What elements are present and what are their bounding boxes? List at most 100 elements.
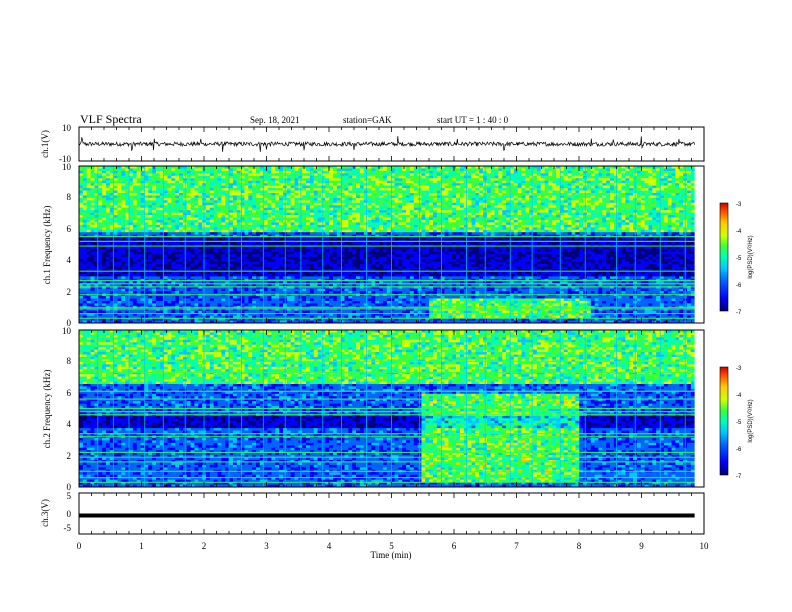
- spectrogram-cell: [356, 229, 361, 233]
- spectrogram-cell: [325, 200, 330, 204]
- spectrogram-cell: [148, 229, 153, 233]
- spectrogram-cell: [452, 188, 457, 191]
- spectrogram-cell: [375, 229, 380, 233]
- spectrogram-cell: [475, 232, 480, 236]
- spectrogram-cell: [540, 183, 545, 187]
- spectrogram-cell: [690, 219, 696, 223]
- spectrogram-cell: [579, 168, 584, 172]
- spectrogram-cell: [271, 229, 276, 233]
- spectrogram-cell: [252, 168, 257, 172]
- spectrogram-cell: [648, 227, 653, 231]
- spectrogram-cell: [459, 217, 465, 221]
- spectrogram-cell: [671, 207, 676, 211]
- spectrogram-cell: [571, 183, 576, 187]
- spectrogram-cell: [640, 200, 646, 204]
- spectrogram-cell: [90, 217, 95, 221]
- spectrogram-cell: [606, 170, 611, 174]
- spectrogram-cell: [229, 190, 234, 194]
- spectrogram-cell: [309, 178, 315, 182]
- spectrogram-cell: [540, 180, 545, 184]
- spectrogram-cell: [371, 215, 376, 218]
- spectrogram-cell: [667, 210, 672, 214]
- spectrogram-cell: [98, 192, 103, 196]
- spectrogram-cell: [171, 192, 176, 196]
- spectrogram-cell: [536, 232, 542, 236]
- spectrogram-cell: [598, 210, 603, 214]
- spectrogram-cell: [486, 178, 492, 182]
- spectrogram-cell: [332, 200, 338, 204]
- spectrogram-cell: [606, 175, 611, 179]
- spectrogram-cell: [90, 237, 95, 240]
- spectrogram-cell: [175, 227, 180, 231]
- spectrogram-cell: [452, 205, 457, 209]
- spectrogram-cell: [175, 210, 180, 214]
- spectrogram-cell: [459, 205, 465, 209]
- spectrogram-cell: [213, 180, 218, 184]
- spectrogram-cell: [490, 175, 495, 179]
- spectrogram-cell: [609, 197, 615, 201]
- spectrogram-cell: [452, 173, 457, 177]
- spectrogram-cell: [529, 217, 534, 221]
- spectrogram-cell: [663, 192, 669, 196]
- spectrogram-cell: [390, 222, 395, 226]
- spectrogram-cell: [521, 205, 526, 209]
- spectrogram-cell: [440, 190, 445, 194]
- spectrogram-cell: [163, 173, 168, 177]
- spectrogram-cell: [109, 185, 115, 189]
- spectrogram-cell: [667, 190, 672, 194]
- spectrogram-cell: [294, 205, 299, 209]
- spectrogram-cell: [432, 175, 438, 179]
- spectrogram-cell: [609, 222, 615, 226]
- spectrogram-cell: [236, 188, 241, 191]
- spectrogram-cell: [209, 205, 215, 209]
- spectrogram-cell: [406, 166, 411, 169]
- spectrogram-cell: [302, 168, 307, 172]
- spectrogram-cell: [432, 224, 438, 228]
- spectrogram-cell: [452, 192, 457, 196]
- spectrogram-cell: [394, 212, 399, 216]
- spectrogram-cell: [90, 188, 95, 191]
- spectrogram-cell: [571, 197, 576, 201]
- spectrogram-cell: [575, 212, 580, 216]
- spectrogram-cell: [629, 168, 634, 172]
- spectrogram-cell: [356, 237, 361, 240]
- spectrogram-cell: [198, 197, 203, 201]
- spectrogram-cell: [686, 212, 692, 216]
- spectrogram-cell: [544, 217, 549, 221]
- spectrogram-cell: [290, 200, 295, 204]
- spectrogram-cell: [517, 210, 522, 214]
- spectrogram-cell: [621, 195, 626, 199]
- spectrogram-cell: [329, 202, 334, 206]
- spectrogram-cell: [332, 237, 338, 240]
- spectrogram-cell: [344, 168, 349, 172]
- spectrogram-cell: [375, 178, 380, 182]
- spectrogram-cell: [375, 217, 380, 221]
- spectrogram-cell: [167, 219, 172, 223]
- spectrogram-cell: [440, 178, 445, 182]
- spectrogram-cell: [648, 207, 653, 211]
- spectrogram-cell: [367, 227, 372, 231]
- spectrogram-cell: [575, 175, 580, 179]
- spectrogram-cell: [171, 195, 176, 199]
- spectrogram-cell: [113, 185, 118, 189]
- spectrogram-cell: [294, 212, 299, 216]
- spectrogram-cell: [232, 202, 238, 206]
- spectrogram-cell: [502, 183, 507, 187]
- spectrogram-cell: [375, 207, 380, 211]
- spectrogram-cell: [456, 192, 461, 196]
- spectrogram-cell: [640, 215, 646, 218]
- spectrogram-cell: [652, 180, 657, 184]
- spectrogram-cell: [117, 188, 122, 191]
- spectrogram-cell: [525, 197, 530, 201]
- spectrogram-cell: [229, 205, 234, 209]
- spectrogram-cell: [98, 242, 103, 245]
- spectrogram-cell: [275, 197, 280, 201]
- spectrogram-cell: [348, 192, 353, 196]
- spectrogram-cell: [529, 180, 534, 184]
- spectrogram-cell: [271, 219, 276, 223]
- spectrogram-cell: [255, 229, 261, 233]
- spectrogram-cell: [590, 215, 595, 218]
- spectrogram-cell: [402, 217, 407, 221]
- spectrogram-cell: [559, 180, 565, 184]
- spectrogram-cell: [309, 212, 315, 216]
